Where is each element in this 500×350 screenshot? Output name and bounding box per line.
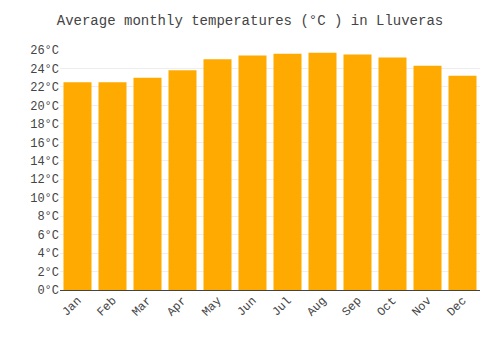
svg-text:Mar: Mar (129, 294, 154, 319)
svg-text:4°C: 4°C (37, 247, 59, 261)
svg-text:18°C: 18°C (30, 118, 59, 132)
svg-text:0°C: 0°C (37, 284, 59, 298)
svg-text:Feb: Feb (94, 294, 119, 319)
svg-text:Oct: Oct (374, 294, 399, 319)
svg-text:Average monthly temperatures (: Average monthly temperatures (°C ) in Ll… (57, 13, 443, 29)
svg-text:Apr: Apr (164, 294, 189, 319)
svg-text:20°C: 20°C (30, 100, 59, 114)
svg-text:6°C: 6°C (37, 229, 59, 243)
svg-text:22°C: 22°C (30, 81, 59, 95)
svg-text:14°C: 14°C (30, 155, 59, 169)
svg-text:May: May (199, 294, 224, 319)
svg-text:8°C: 8°C (37, 210, 59, 224)
svg-text:2°C: 2°C (37, 266, 59, 280)
svg-text:Dec: Dec (444, 294, 469, 319)
svg-text:24°C: 24°C (30, 63, 59, 77)
svg-text:Jan: Jan (59, 294, 84, 319)
svg-text:Jun: Jun (234, 294, 259, 319)
svg-text:Sep: Sep (339, 294, 364, 319)
svg-text:12°C: 12°C (30, 173, 59, 187)
svg-text:16°C: 16°C (30, 137, 59, 151)
svg-text:26°C: 26°C (30, 44, 59, 58)
svg-text:Jul: Jul (269, 294, 294, 319)
svg-text:Aug: Aug (304, 294, 329, 319)
svg-text:10°C: 10°C (30, 192, 59, 206)
svg-text:Nov: Nov (409, 294, 434, 319)
